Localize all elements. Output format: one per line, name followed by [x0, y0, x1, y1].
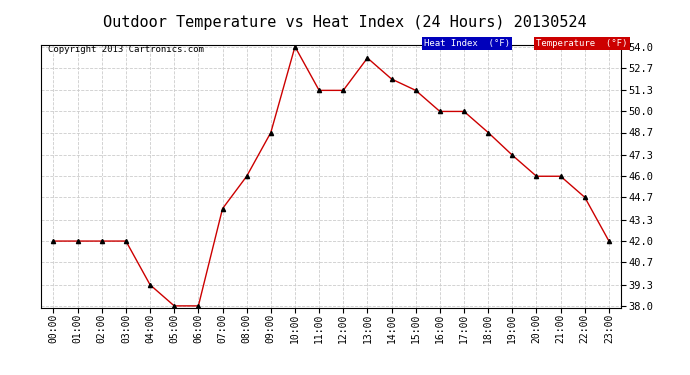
Text: Heat Index  (°F): Heat Index (°F) — [424, 39, 511, 48]
Text: Outdoor Temperature vs Heat Index (24 Hours) 20130524: Outdoor Temperature vs Heat Index (24 Ho… — [104, 15, 586, 30]
Text: Temperature  (°F): Temperature (°F) — [536, 39, 627, 48]
Text: Copyright 2013 Cartronics.com: Copyright 2013 Cartronics.com — [48, 45, 204, 54]
